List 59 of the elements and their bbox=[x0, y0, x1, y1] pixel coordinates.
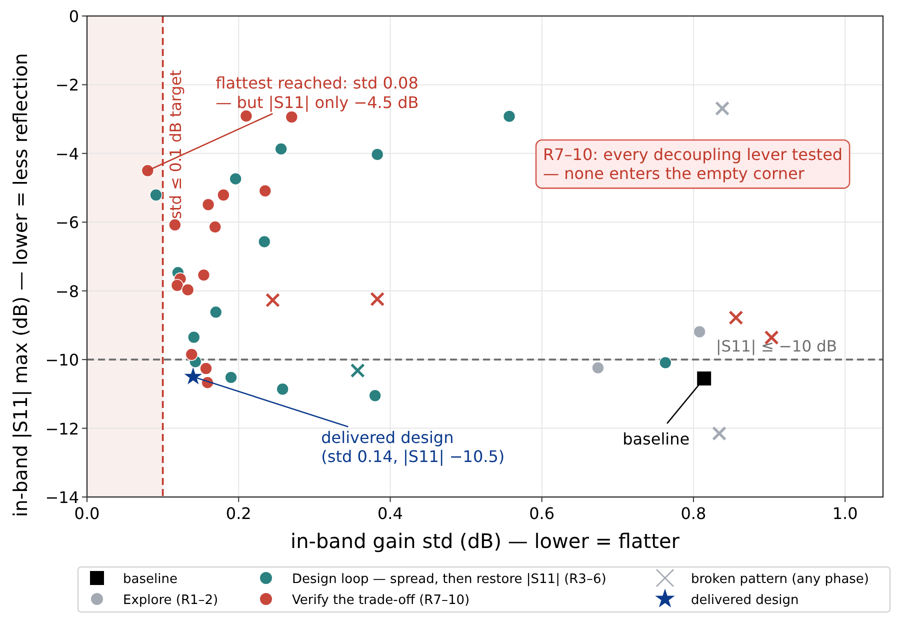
point bbox=[265, 292, 280, 308]
legend-label: Verify the trade-off (R7–10) bbox=[292, 593, 470, 608]
point bbox=[208, 220, 222, 234]
legend-label: delivered design bbox=[691, 593, 799, 608]
x-tick-label: 0.8 bbox=[680, 504, 706, 523]
y-tick-label: −12 bbox=[45, 419, 79, 438]
point bbox=[187, 330, 200, 344]
point bbox=[185, 348, 198, 361]
point bbox=[141, 164, 154, 177]
y-tick-label: −14 bbox=[45, 488, 79, 507]
point bbox=[502, 110, 516, 123]
legend-label: Explore (R1–2) bbox=[123, 593, 218, 608]
annotation: R7–10: every decoupling lever tested — none enters the empty corner bbox=[543, 145, 843, 184]
x-tick-label: 0.0 bbox=[74, 504, 100, 523]
annotation: baseline bbox=[622, 429, 690, 448]
legend-label: broken pattern (any phase) bbox=[691, 572, 870, 587]
legend-label: Design loop — spread, then restore |S11| (R3–6) bbox=[292, 572, 606, 587]
point bbox=[202, 198, 215, 212]
y-tick-label: −4 bbox=[55, 144, 79, 164]
point bbox=[370, 148, 384, 161]
y-tick-label: −8 bbox=[55, 282, 79, 301]
point bbox=[184, 367, 202, 384]
point bbox=[368, 389, 382, 402]
x-tick-label: 0.4 bbox=[378, 504, 403, 523]
y-tick-label: 0 bbox=[68, 7, 79, 26]
x-tick-label: 0.2 bbox=[226, 504, 252, 523]
point bbox=[209, 306, 222, 319]
point bbox=[659, 356, 672, 370]
point bbox=[170, 278, 184, 292]
point bbox=[370, 292, 385, 306]
ref-line-label: |S11| ≤ −10 dB bbox=[716, 338, 837, 356]
point bbox=[200, 362, 212, 375]
point bbox=[217, 188, 230, 202]
point bbox=[592, 361, 604, 374]
y-axis-title: in-band |S11| max (dB) — lower = less reflection bbox=[10, 53, 32, 517]
point bbox=[168, 218, 182, 232]
point bbox=[697, 371, 712, 386]
point bbox=[728, 310, 744, 325]
point bbox=[274, 142, 288, 156]
x-tick-label: 0.6 bbox=[529, 504, 555, 523]
y-tick-label: −2 bbox=[55, 76, 79, 95]
point bbox=[224, 371, 238, 384]
point bbox=[181, 283, 194, 296]
point bbox=[258, 235, 271, 248]
x-axis-title: in-band gain std (dB) — lower = flatter bbox=[290, 529, 680, 553]
y-tick-label: −10 bbox=[45, 350, 79, 370]
annotation: delivered design (std 0.14, |S11| −10.5) bbox=[321, 428, 505, 466]
x-tick-label: 1.0 bbox=[832, 504, 858, 523]
point bbox=[197, 268, 210, 282]
y-tick-label: −6 bbox=[55, 213, 79, 232]
ref-line-label: std ≤ 0.1 dB target bbox=[166, 70, 185, 219]
point bbox=[150, 188, 162, 202]
point bbox=[229, 172, 242, 186]
point bbox=[240, 110, 253, 122]
annotation: flattest reached: std 0.08 — but |S11| only −4.5 dB bbox=[216, 74, 419, 112]
point bbox=[258, 184, 272, 198]
legend-label: baseline bbox=[123, 572, 178, 587]
point bbox=[693, 325, 706, 338]
point bbox=[276, 382, 289, 396]
